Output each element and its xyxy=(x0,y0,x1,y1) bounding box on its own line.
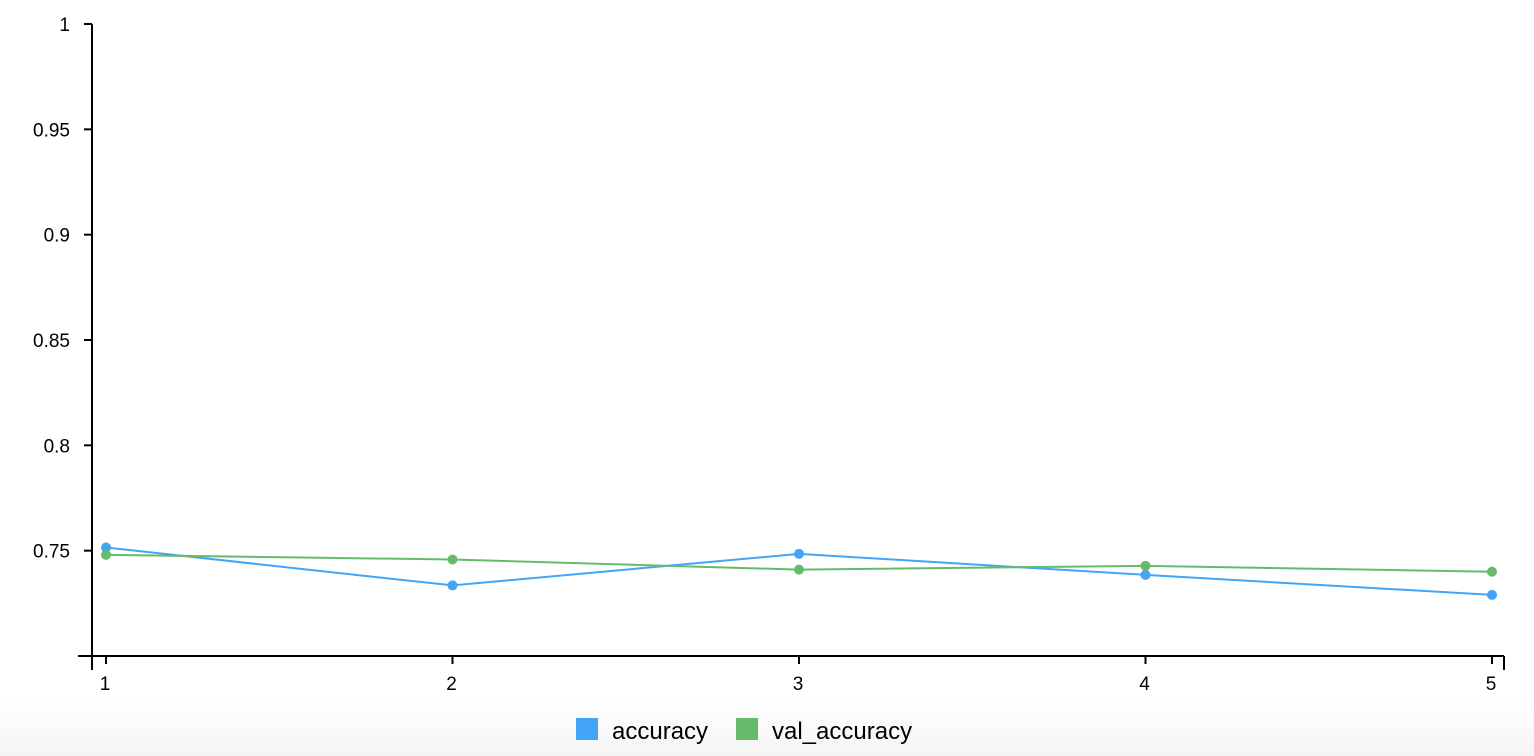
data-point-val-accuracy[interactable] xyxy=(1140,560,1151,571)
x-tick-label: 2 xyxy=(446,674,457,695)
x-tick-label: 3 xyxy=(793,674,804,695)
data-point-accuracy[interactable] xyxy=(1487,589,1497,600)
x-axis: 1 2 3 4 5 xyxy=(91,655,1505,695)
y-tick-label: 1 xyxy=(59,15,70,36)
data-point-val-accuracy[interactable] xyxy=(794,564,804,575)
data-point-accuracy[interactable] xyxy=(794,548,804,559)
data-point-val-accuracy[interactable] xyxy=(101,549,111,560)
footer-band xyxy=(0,700,1534,756)
y-tick-label: 0.85 xyxy=(33,331,70,352)
series-val-accuracy xyxy=(101,549,1497,577)
y-tick-label: 0.8 xyxy=(44,436,70,457)
data-point-accuracy[interactable] xyxy=(1140,569,1151,580)
y-tick-label: 0.95 xyxy=(33,120,70,141)
data-point-val-accuracy[interactable] xyxy=(447,554,458,565)
legend-swatch-accuracy xyxy=(576,718,598,740)
legend-item-accuracy[interactable]: accuracy xyxy=(576,718,708,745)
data-point-val-accuracy[interactable] xyxy=(1487,566,1497,577)
series-layer xyxy=(101,542,1497,600)
y-tick-label: 0.75 xyxy=(33,542,70,563)
data-point-accuracy[interactable] xyxy=(447,580,458,591)
x-tick-label: 4 xyxy=(1139,674,1150,695)
x-tick-label: 1 xyxy=(100,674,111,695)
series-accuracy xyxy=(101,542,1497,600)
legend-label-accuracy: accuracy xyxy=(612,718,708,745)
legend-label-val-accuracy: val_accuracy xyxy=(772,718,912,745)
legend-item-val-accuracy[interactable]: val_accuracy xyxy=(736,718,912,745)
legend-swatch-val-accuracy xyxy=(736,718,758,740)
y-axis: 0.75 0.8 0.85 0.9 0.95 1 xyxy=(33,15,93,657)
x-tick-label: 5 xyxy=(1486,674,1497,695)
y-tick-label: 0.9 xyxy=(44,226,70,247)
legend: accuracy val_accuracy xyxy=(576,718,912,745)
data-point-accuracy[interactable] xyxy=(101,542,111,553)
